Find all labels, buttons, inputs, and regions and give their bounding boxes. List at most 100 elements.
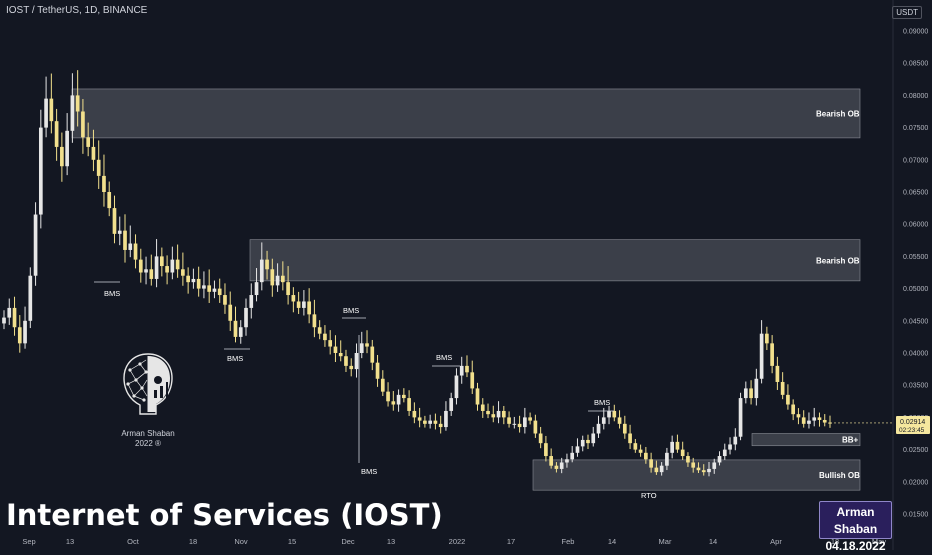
candle[interactable] [622, 415, 627, 439]
candle[interactable] [733, 428, 738, 451]
candle[interactable] [328, 330, 333, 355]
candle[interactable] [765, 326, 769, 351]
candle[interactable] [423, 415, 427, 428]
candle[interactable] [412, 402, 417, 424]
candle[interactable] [801, 410, 806, 428]
candle[interactable] [559, 457, 564, 474]
candle[interactable] [675, 434, 680, 453]
candle[interactable] [759, 320, 764, 384]
candle[interactable] [323, 325, 327, 347]
candle[interactable] [743, 381, 748, 404]
candle[interactable] [796, 408, 801, 425]
candle[interactable] [444, 401, 448, 431]
candle[interactable] [738, 392, 743, 441]
candle[interactable] [338, 340, 343, 362]
candle[interactable] [822, 414, 827, 427]
candle[interactable] [33, 202, 38, 286]
candle[interactable] [533, 414, 538, 438]
candle[interactable] [270, 258, 275, 297]
candle[interactable] [7, 298, 12, 325]
candle[interactable] [117, 216, 122, 246]
candle[interactable] [2, 310, 6, 330]
candle[interactable] [475, 382, 480, 411]
candle[interactable] [591, 426, 596, 447]
candle[interactable] [728, 437, 732, 455]
zone-3[interactable] [532, 459, 861, 491]
candle[interactable] [659, 462, 664, 476]
candle[interactable] [486, 403, 490, 419]
candle[interactable] [23, 306, 27, 349]
candle[interactable] [207, 269, 212, 303]
candle[interactable] [817, 412, 822, 427]
candle[interactable] [644, 446, 648, 464]
candle[interactable] [538, 426, 543, 449]
candle[interactable] [223, 283, 227, 314]
candle[interactable] [722, 443, 727, 460]
candle[interactable] [417, 407, 422, 428]
candle[interactable] [81, 99, 85, 154]
candle[interactable] [570, 446, 575, 463]
candle[interactable] [596, 415, 601, 438]
candle[interactable] [396, 389, 401, 412]
candle[interactable] [112, 195, 117, 244]
candle[interactable] [317, 320, 322, 340]
candle[interactable] [144, 256, 148, 285]
candle[interactable] [17, 315, 22, 353]
candle[interactable] [470, 360, 475, 394]
candle[interactable] [565, 453, 569, 468]
candle[interactable] [649, 452, 653, 473]
zone-0[interactable] [71, 88, 861, 139]
candle[interactable] [701, 464, 706, 476]
candle[interactable] [749, 380, 753, 405]
currency-label[interactable]: USDT [892, 6, 922, 19]
candle[interactable] [402, 388, 406, 403]
candle[interactable] [238, 320, 243, 344]
candle[interactable] [459, 356, 464, 384]
candle[interactable] [28, 267, 33, 329]
candle[interactable] [107, 181, 112, 217]
candle[interactable] [128, 225, 133, 258]
candle[interactable] [70, 73, 75, 143]
candle[interactable] [359, 331, 364, 359]
candle[interactable] [707, 461, 711, 477]
candle[interactable] [217, 278, 222, 303]
candle[interactable] [344, 349, 348, 372]
candle[interactable] [449, 392, 454, 416]
candle[interactable] [202, 271, 206, 299]
zone-2[interactable] [751, 433, 861, 447]
candle[interactable] [244, 298, 248, 336]
candle[interactable] [154, 239, 159, 288]
candle[interactable] [307, 288, 311, 324]
candle[interactable] [691, 457, 696, 473]
candle[interactable] [254, 268, 259, 302]
candle[interactable] [12, 296, 17, 336]
candle[interactable] [38, 109, 43, 229]
candle[interactable] [612, 404, 617, 422]
candle[interactable] [428, 414, 432, 429]
candle[interactable] [365, 330, 369, 354]
candle[interactable] [391, 391, 396, 411]
candle[interactable] [465, 355, 469, 378]
candle[interactable] [786, 384, 790, 410]
candle[interactable] [275, 263, 280, 292]
candle[interactable] [312, 299, 317, 338]
candle[interactable] [49, 73, 54, 134]
candle[interactable] [438, 415, 443, 434]
candle[interactable] [617, 410, 622, 429]
candle[interactable] [138, 248, 143, 283]
candle[interactable] [296, 291, 301, 314]
candle[interactable] [754, 368, 759, 406]
candle[interactable] [575, 438, 580, 457]
candle[interactable] [686, 452, 690, 467]
candle[interactable] [375, 354, 380, 387]
candle[interactable] [354, 343, 359, 378]
candle[interactable] [517, 415, 522, 433]
candle[interactable] [717, 451, 722, 466]
candle[interactable] [286, 266, 290, 305]
candle[interactable] [228, 291, 233, 331]
candle[interactable] [133, 234, 138, 269]
candle[interactable] [181, 252, 185, 286]
candle[interactable] [791, 399, 796, 421]
candle[interactable] [586, 434, 590, 450]
